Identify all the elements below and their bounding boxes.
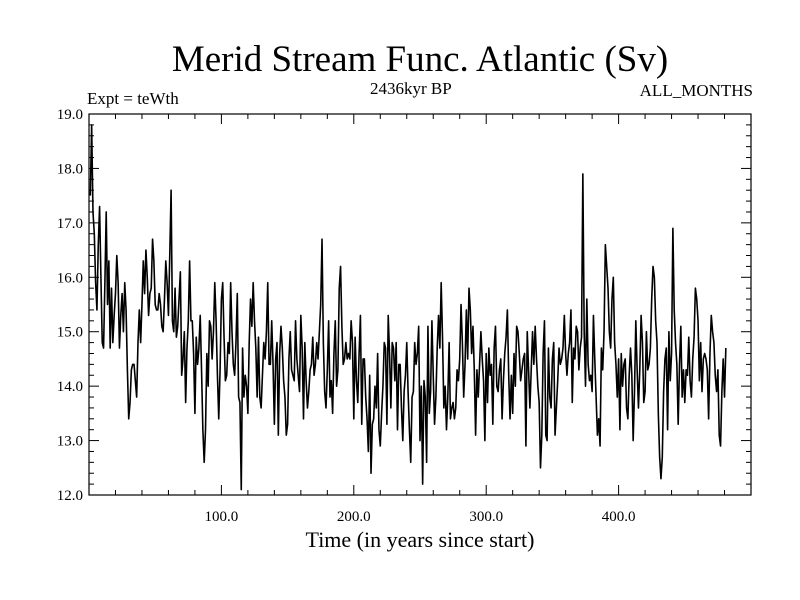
x-tick-labels: 100.0 200.0 300.0 400.0: [205, 509, 636, 525]
x-tick-label: 200.0: [337, 509, 371, 525]
y-tick-labels: 12.0 13.0 14.0 15.0 16.0 17.0 18.0 19.0: [57, 107, 83, 504]
y-tick-label: 19.0: [57, 107, 83, 123]
y-tick-label: 15.0: [57, 325, 83, 341]
y-tick-label: 14.0: [57, 379, 83, 395]
x-tick-label: 400.0: [602, 509, 636, 525]
y-tick-label: 12.0: [57, 488, 83, 504]
x-tick-label: 300.0: [469, 509, 503, 525]
data-series-line: [89, 124, 727, 491]
y-tick-label: 13.0: [57, 434, 83, 450]
x-tick-label: 100.0: [205, 509, 239, 525]
experiment-label: Expt = teWth: [87, 89, 179, 108]
plot-frame: [88, 113, 752, 496]
season-label: ALL_MONTHS: [639, 81, 753, 100]
chart-subtitle: 2436kyr BP: [370, 79, 452, 98]
chart-title: Merid Stream Func. Atlantic (Sv): [171, 39, 669, 80]
x-axis-label: Time (in years since start): [305, 527, 535, 552]
y-tick-label: 16.0: [57, 270, 83, 286]
y-tick-label: 17.0: [57, 216, 83, 232]
y-tick-label: 18.0: [57, 161, 83, 177]
